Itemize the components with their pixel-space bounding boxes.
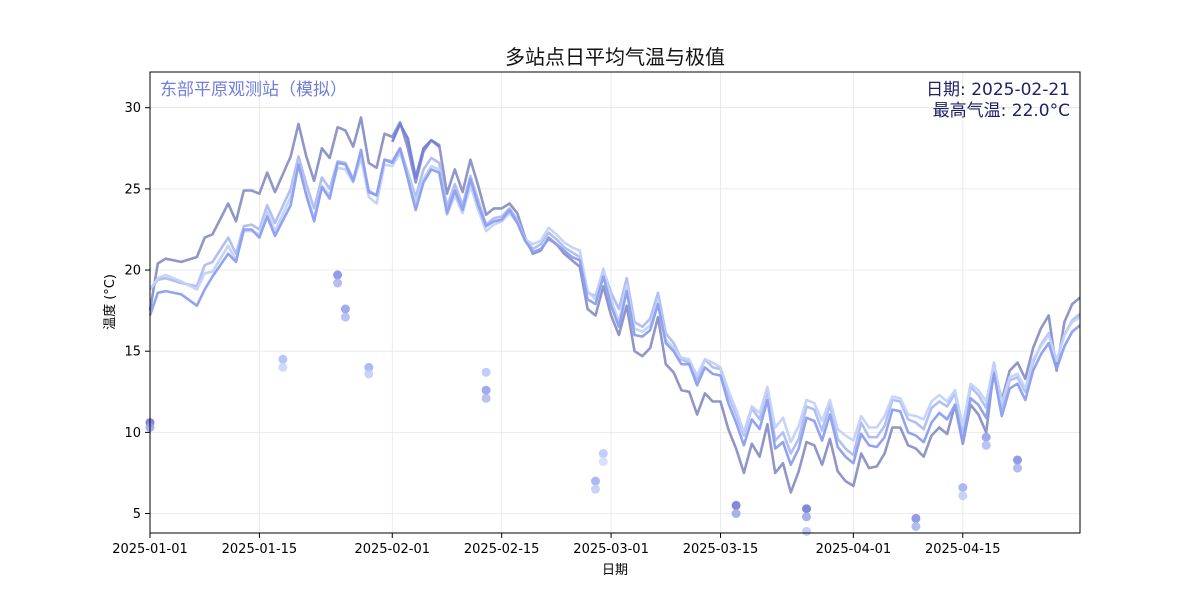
extreme-point <box>1013 463 1022 473</box>
y-axis-label: 温度 (°C) <box>102 274 118 330</box>
extreme-point <box>598 449 608 458</box>
series-line-4 <box>391 122 441 179</box>
x-axis-ticks: 2025-01-01 2025-01-15 2025-02-01 2025-02-15… <box>112 533 1001 557</box>
extreme-point <box>364 369 374 379</box>
extreme-point <box>911 513 921 523</box>
extreme-point <box>802 512 811 522</box>
series-line-3 <box>148 147 1081 467</box>
plot-frame <box>149 71 1081 534</box>
extreme-point <box>802 504 811 514</box>
x-tick-label: 2025-02-01 <box>354 542 430 557</box>
extreme-point <box>481 367 491 377</box>
y-tick-label: 25 <box>124 182 141 197</box>
extreme-point <box>958 483 968 492</box>
y-tick-label: 10 <box>124 426 141 441</box>
extreme-point <box>340 312 350 322</box>
extreme-point <box>364 362 374 372</box>
x-tick-label: 2025-02-15 <box>464 542 540 557</box>
annotation-max-temp: 最高气温: 22.0°C <box>933 101 1070 121</box>
extreme-point <box>278 362 288 372</box>
y-tick-label: 5 <box>133 507 141 522</box>
extreme-point <box>481 393 491 403</box>
extreme-point <box>333 270 343 280</box>
points-layer <box>145 270 1022 536</box>
y-tick-label: 15 <box>124 345 141 360</box>
extreme-point <box>1013 455 1022 465</box>
y-tick-label: 30 <box>124 101 141 116</box>
extreme-point <box>278 354 288 364</box>
extreme-point <box>802 526 811 536</box>
extreme-point <box>598 457 608 467</box>
grid-layer <box>149 72 1080 533</box>
x-tick-label: 2025-01-01 <box>112 542 188 557</box>
series-line-1 <box>148 147 1081 457</box>
series-line-0 <box>148 116 1081 494</box>
extreme-point <box>591 476 600 486</box>
x-tick-label: 2025-04-01 <box>816 542 892 557</box>
y-axis-ticks: 5 10 15 20 25 30 <box>124 101 150 522</box>
extreme-point <box>340 304 350 314</box>
annotation-date: 日期: 2025-02-21 <box>926 80 1070 100</box>
extreme-point <box>333 278 343 288</box>
extreme-point <box>981 440 991 450</box>
x-tick-label: 2025-03-15 <box>683 542 759 557</box>
x-tick-label: 2025-03-01 <box>573 542 649 557</box>
station-label: 东部平原观测站（模拟） <box>160 80 347 100</box>
x-axis-label: 日期 <box>602 563 628 578</box>
extreme-point <box>958 491 968 501</box>
extreme-point <box>911 522 921 531</box>
lines-layer <box>148 116 1081 494</box>
x-tick-label: 2025-04-15 <box>925 542 1001 557</box>
extreme-point <box>481 385 491 395</box>
y-tick-label: 20 <box>124 264 141 279</box>
extreme-point <box>591 484 600 494</box>
extreme-point <box>981 432 991 442</box>
series-line-2 <box>148 151 1081 444</box>
chart-title: 多站点日平均气温与极值 <box>505 45 725 69</box>
extreme-point <box>731 509 741 518</box>
x-tick-label: 2025-01-15 <box>222 542 298 557</box>
extreme-point <box>731 500 741 510</box>
